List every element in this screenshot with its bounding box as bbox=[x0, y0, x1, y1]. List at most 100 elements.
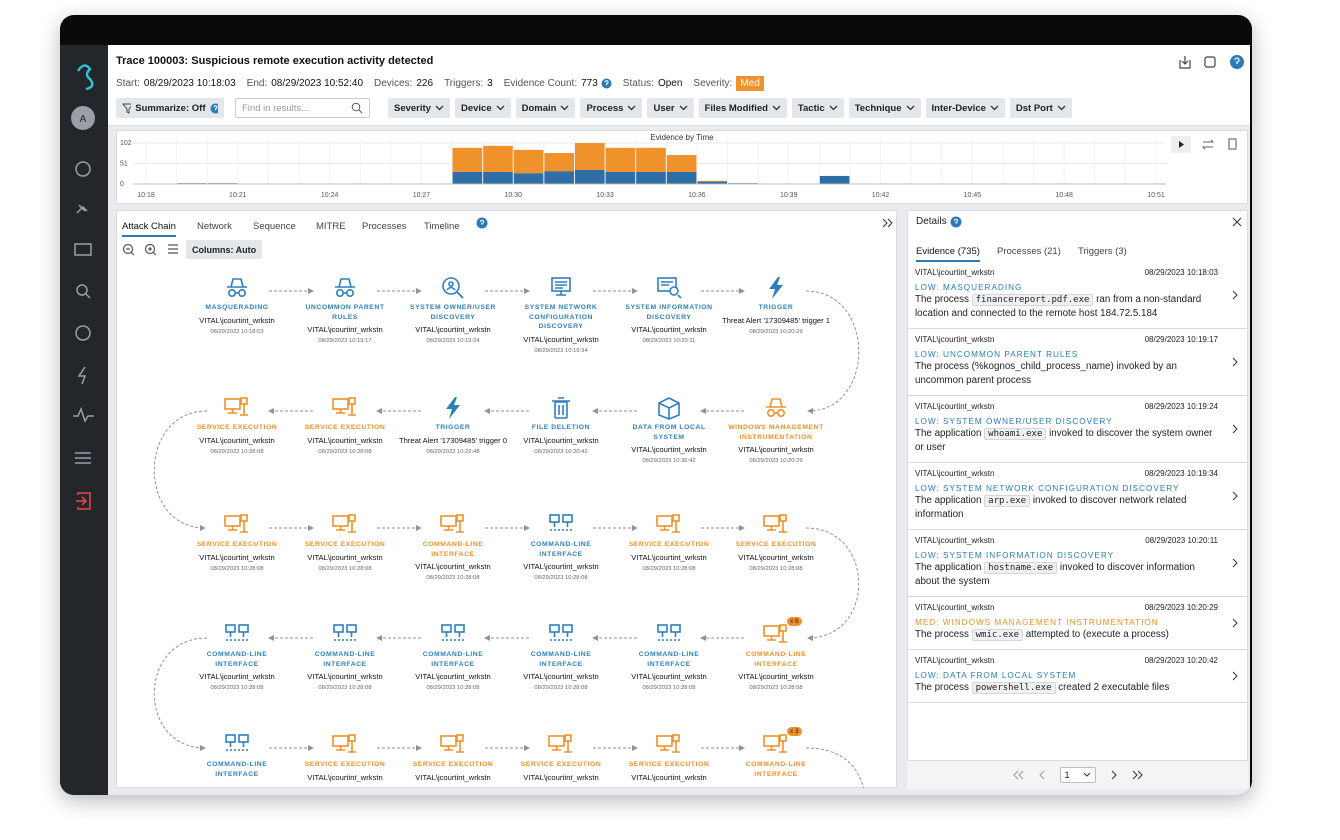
chain-node[interactable]: SERVICE EXECUTION VITAL\jcourtint_wrkstn 0… bbox=[182, 513, 292, 572]
icon-part bbox=[657, 277, 677, 292]
evidence-item[interactable]: VITAL\jcourtint_wrkstn 08/29/2023 10:20:1… bbox=[907, 530, 1248, 597]
chain-node[interactable]: FILE DELETION VITAL\jcourtint_wrkstn 08/29… bbox=[506, 396, 616, 455]
filter-dropdown[interactable]: Device bbox=[454, 98, 511, 118]
nav-icon[interactable] bbox=[75, 452, 91, 464]
chain-node[interactable]: SERVICE EXECUTION VITAL\jcourtint_wrkstn 0… bbox=[614, 513, 724, 572]
evidence-desc: The application whoami.exe invoked to di… bbox=[915, 427, 1218, 455]
evidence-tag: LOW: SYSTEM OWNER/USER DISCOVERY bbox=[915, 417, 1113, 426]
tab[interactable]: Timeline bbox=[424, 221, 460, 232]
filter-dropdown[interactable]: User bbox=[647, 98, 694, 118]
nav-icon[interactable] bbox=[75, 325, 91, 341]
zoom-out[interactable] bbox=[122, 243, 134, 255]
chain-node[interactable]: MASQUERADING VITAL\jcourtint_wrkstn 08/29/… bbox=[182, 276, 292, 335]
filter-dropdown[interactable]: Technique bbox=[848, 98, 921, 118]
filter-dropdown[interactable]: Severity bbox=[388, 98, 450, 118]
chain-node[interactable]: COMMAND-LINE INTERFACE bbox=[182, 733, 292, 779]
export-icon[interactable] bbox=[1179, 56, 1191, 69]
chain-node[interactable]: SERVICE EXECUTION VITAL\jcourtint_wrkstn 0… bbox=[721, 513, 831, 572]
collapse-button[interactable] bbox=[882, 218, 894, 228]
prev-page[interactable] bbox=[1038, 770, 1046, 780]
chain-node[interactable]: COMMAND-LINE INTERFACE VITAL\jcourtint_wr… bbox=[506, 513, 616, 581]
chain-node[interactable]: TRIGGER Threat Alert '17309485' trigger 1… bbox=[721, 276, 831, 335]
evidence-item[interactable]: VITAL\jcourtint_wrkstn 08/29/2023 10:20:4… bbox=[907, 650, 1248, 703]
node-time: 08/29/2023 10:28:08 bbox=[642, 685, 696, 691]
node-label: SYSTEM INFORMATION DISCOVERY bbox=[625, 304, 713, 321]
tab[interactable]: Processes bbox=[362, 221, 407, 232]
first-page[interactable] bbox=[1012, 770, 1024, 780]
tab[interactable]: Triggers (3) bbox=[1078, 246, 1127, 257]
chain-node[interactable]: SERVICE EXECUTION VITAL\jcourtint_wrkstn 0… bbox=[290, 396, 400, 455]
chain-node[interactable]: x 6 COMMAND-LINE INTERFACE VITAL\jcourtint… bbox=[721, 617, 831, 691]
help-icon[interactable] bbox=[210, 103, 219, 114]
chain-node[interactable]: SYSTEM NETWORK CONFIGURATION DISCOVERY VI… bbox=[506, 276, 616, 354]
chain-node[interactable]: COMMAND-LINE INTERFACE VITAL\jcourtint_wr… bbox=[398, 513, 508, 581]
nav-icon[interactable] bbox=[77, 366, 87, 385]
chain-node[interactable]: DATA FROM LOCAL SYSTEM VITAL\jcourtint_wr… bbox=[614, 396, 724, 464]
evidence-item[interactable]: VITAL\jcourtint_wrkstn 08/29/2023 10:19:1… bbox=[907, 329, 1248, 396]
last-page[interactable] bbox=[1132, 770, 1144, 780]
search-box[interactable]: Find in results... bbox=[235, 98, 370, 118]
tab[interactable]: Attack Chain bbox=[122, 221, 176, 237]
evidence-time: 08/29/2023 10:18:03 bbox=[1144, 268, 1218, 277]
page-select[interactable]: 1 bbox=[1059, 767, 1096, 783]
loop-button[interactable] bbox=[1201, 139, 1215, 150]
chain-node[interactable]: SYSTEM INFORMATION DISCOVERY VITAL\jcourt… bbox=[614, 276, 724, 344]
help-icon[interactable] bbox=[476, 217, 488, 229]
tab[interactable]: Processes (21) bbox=[997, 246, 1061, 257]
nav-icon[interactable] bbox=[74, 243, 92, 256]
filter-dropdown[interactable]: Process bbox=[580, 98, 643, 118]
meta-label: Status: bbox=[622, 78, 654, 89]
chain-node[interactable]: SERVICE EXECUTION VITAL\jcourtint_wrkstn bbox=[614, 733, 724, 783]
chain-node[interactable]: COMMAND-LINE INTERFACE VITAL\jcourtint_wr… bbox=[398, 623, 508, 691]
avatar[interactable] bbox=[71, 106, 95, 130]
evidence-item[interactable]: VITAL\jcourtint_wrkstn 08/29/2023 10:18:0… bbox=[907, 262, 1248, 329]
evidence-host: VITAL\jcourtint_wrkstn bbox=[915, 335, 995, 344]
chain-node[interactable]: COMMAND-LINE INTERFACE VITAL\jcourtint_wr… bbox=[182, 623, 292, 691]
evidence-item[interactable]: VITAL\jcourtint_wrkstn 08/29/2023 10:19:3… bbox=[907, 463, 1248, 530]
evidence-head: VITAL\jcourtint_wrkstn 08/29/2023 10:20:2… bbox=[915, 603, 1218, 612]
nav-icon[interactable] bbox=[76, 284, 88, 296]
chain-node[interactable]: SERVICE EXECUTION VITAL\jcourtint_wrkstn bbox=[506, 733, 616, 783]
print-icon[interactable] bbox=[1204, 56, 1216, 68]
chain-node[interactable]: UNCOMMON PARENT RULES VITAL\jcourtint_wrk… bbox=[290, 276, 400, 344]
nav-icon[interactable] bbox=[75, 161, 91, 177]
zoom-in[interactable] bbox=[144, 243, 156, 255]
help-icon[interactable] bbox=[950, 216, 962, 228]
filter-dropdown[interactable]: Domain bbox=[515, 98, 576, 118]
columns-button[interactable]: Columns: Auto bbox=[186, 240, 263, 259]
chain-node[interactable]: TRIGGER Threat Alert '17309485' trigger 0… bbox=[398, 396, 508, 455]
filter-dropdown[interactable]: Tactic bbox=[791, 98, 844, 118]
logo[interactable] bbox=[76, 64, 94, 91]
chain-node[interactable]: COMMAND-LINE INTERFACE VITAL\jcourtint_wr… bbox=[290, 623, 400, 691]
next-page[interactable] bbox=[1110, 770, 1118, 780]
chain-node[interactable]: SERVICE EXECUTION VITAL\jcourtint_wrkstn 0… bbox=[290, 513, 400, 572]
tab[interactable]: Evidence (735) bbox=[916, 246, 980, 262]
item-chevron bbox=[1232, 424, 1238, 434]
export-button[interactable] bbox=[1228, 138, 1237, 150]
bar-segment bbox=[483, 171, 513, 184]
filter-dropdown[interactable]: Dst Port bbox=[1009, 98, 1072, 118]
filter-dropdown[interactable]: Files Modified bbox=[698, 98, 787, 118]
evidence-head: VITAL\jcourtint_wrkstn 08/29/2023 10:20:4… bbox=[915, 656, 1218, 665]
logout-icon[interactable] bbox=[76, 492, 91, 510]
chain-node[interactable]: x 3 COMMAND-LINE INTERFACE bbox=[721, 727, 831, 779]
evidence-item[interactable]: VITAL\jcourtint_wrkstn 08/29/2023 10:20:2… bbox=[907, 597, 1248, 650]
chain-node[interactable]: SERVICE EXECUTION VITAL\jcourtint_wrkstn 0… bbox=[182, 396, 292, 455]
nav-icon[interactable] bbox=[76, 204, 88, 214]
filter-dropdown[interactable]: Inter-Device bbox=[925, 98, 1005, 118]
chain-node[interactable]: WINDOWS MANAGEMENT INSTRUMENTATION VITAL\… bbox=[721, 396, 831, 464]
evidence-item[interactable]: VITAL\jcourtint_wrkstn 08/29/2023 10:19:2… bbox=[907, 396, 1248, 463]
tab[interactable]: MITRE bbox=[316, 221, 346, 232]
chain-node[interactable]: SYSTEM OWNER/USER DISCOVERY VITAL\jcourti… bbox=[398, 276, 508, 344]
chain-node[interactable]: COMMAND-LINE INTERFACE VITAL\jcourtint_wr… bbox=[506, 623, 616, 691]
chain-node[interactable]: SERVICE EXECUTION VITAL\jcourtint_wrkstn bbox=[398, 733, 508, 783]
tab[interactable]: Network bbox=[197, 221, 232, 232]
chain-node[interactable]: SERVICE EXECUTION VITAL\jcourtint_wrkstn bbox=[290, 733, 400, 783]
edge-wrap bbox=[153, 410, 208, 531]
chain-node[interactable]: COMMAND-LINE INTERFACE VITAL\jcourtint_wr… bbox=[614, 623, 724, 691]
close-button[interactable] bbox=[1232, 217, 1242, 227]
list-toggle[interactable] bbox=[168, 244, 178, 254]
nav-icon[interactable] bbox=[73, 406, 94, 423]
tab[interactable]: Sequence bbox=[253, 221, 296, 232]
summarize-toggle[interactable]: Summarize: Off bbox=[116, 98, 224, 118]
